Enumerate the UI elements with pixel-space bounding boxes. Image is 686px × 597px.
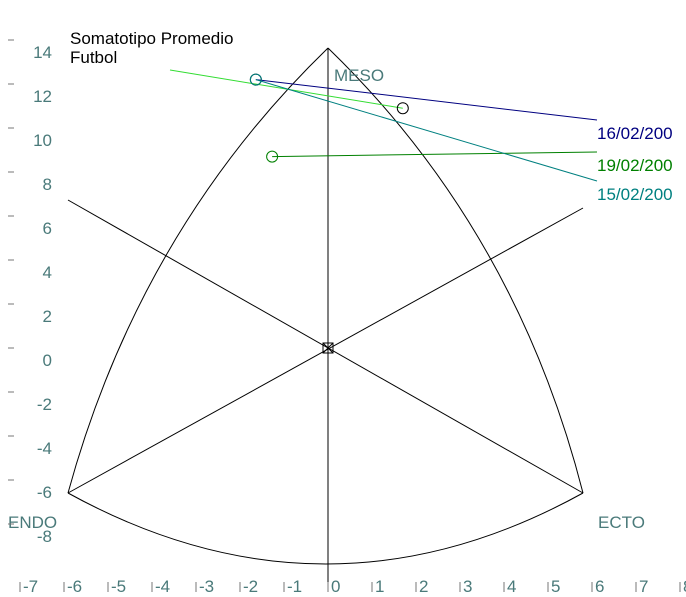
y-tick-label: 2 [43, 307, 52, 326]
x-tick-label: -2 [243, 577, 258, 596]
point [396, 102, 409, 115]
legend-label: 16/02/200 [597, 124, 673, 143]
left-arc [67, 47, 329, 494]
point [249, 73, 262, 86]
x-tick-label: -4 [155, 577, 170, 596]
x-tick-label: 3 [463, 577, 472, 596]
x-tick-label: 7 [639, 577, 648, 596]
x-tick-label: 0 [331, 577, 340, 596]
center-square [322, 342, 334, 354]
bottom-arc [67, 492, 584, 565]
x-tick-label: -1 [287, 577, 302, 596]
y-tick-label: 0 [43, 351, 52, 370]
x-tick-label: 5 [551, 577, 560, 596]
meso-label: MESO [334, 66, 384, 85]
center-cross [322, 342, 334, 354]
endo-axis [67, 199, 584, 494]
x-tick-label: 4 [507, 577, 516, 596]
y-tick-label: -4 [37, 439, 52, 458]
endo-label: ENDO [8, 513, 57, 532]
y-tick-label: -8 [37, 527, 52, 546]
legend-label: 19/02/200 [597, 156, 673, 175]
leader-line [272, 151, 598, 158]
x-tick-label: -7 [23, 577, 38, 596]
x-tick-label: 2 [419, 577, 428, 596]
x-tick-label: -6 [67, 577, 82, 596]
point [266, 150, 279, 163]
legend-label: 15/02/200 [597, 185, 673, 204]
y-tick-label: -2 [37, 395, 52, 414]
x-tick-label: -3 [199, 577, 214, 596]
somatochart-frame [67, 47, 584, 590]
leader-line [255, 79, 598, 182]
x-tick-label: -5 [111, 577, 126, 596]
x-tick-label: 6 [595, 577, 604, 596]
x-tick-label: 8 [683, 577, 686, 596]
y-tick-label: 12 [33, 87, 52, 106]
chart-title: Somatotipo Promedio [70, 29, 233, 48]
right-arc [327, 47, 584, 494]
y-tick-label: 8 [43, 175, 52, 194]
ecto-label: ECTO [598, 513, 645, 532]
chart-subtitle: Futbol [70, 48, 117, 67]
y-tick-label: 4 [43, 263, 52, 282]
y-tick-label: 10 [33, 131, 52, 150]
y-tick-label: 6 [43, 219, 52, 238]
y-tick-label: 14 [33, 43, 52, 62]
leader-line [255, 79, 598, 121]
y-tick-label: -6 [37, 483, 52, 502]
x-tick-label: 1 [375, 577, 384, 596]
